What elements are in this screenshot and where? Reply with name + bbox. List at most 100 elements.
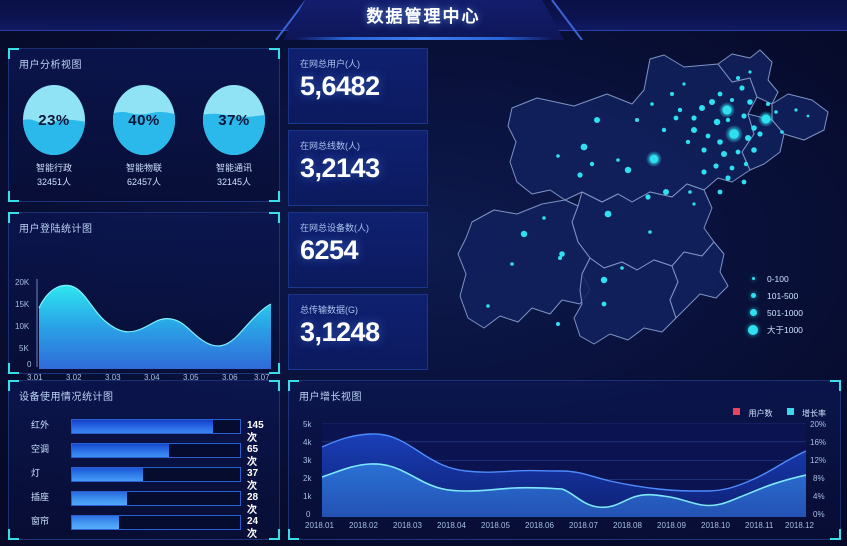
kpi-value: 3,2143 [300,153,380,183]
kpi-card-online-users: 在网总用户(人) 5,6482 [288,48,428,124]
gauge-name: 智能行政 [35,163,72,173]
gauge-value: 32451人 [36,177,72,187]
legend-label: 用户数 [748,409,773,418]
legend-label: 大于1000 [767,324,803,335]
corner-bracket [269,380,280,391]
x-tick-label: 3.01 [27,373,43,382]
y-tick-label-right: 16% [810,438,827,447]
region-map[interactable] [432,42,847,377]
kpi-value: 5,6482 [300,71,380,101]
bar-track [71,467,241,482]
y-tick-label-right: 12% [810,456,827,465]
gauge-fill [113,118,175,155]
gauge-fill [23,127,85,155]
legend-dot-box [745,293,761,298]
wave-icon [113,111,175,119]
map-svg [457,49,829,345]
kpi-value: 3,1248 [300,317,380,347]
corner-bracket [8,529,19,540]
bar-category-label: 窗帘 [31,516,50,526]
legend-item-users[interactable]: 用户数 [733,403,773,421]
kpi-label: 总传输数据(G) [300,305,358,315]
x-tick-label: 3.06 [222,373,238,382]
y-tick-label: 5K [19,344,29,353]
gauge-group: 23% 智能行政 32451人 40% 智能物联 62457人 [9,85,279,188]
y-tick-label: 0 [27,360,32,369]
bar-track [71,491,241,506]
kpi-card-online-lines: 在网总线数(人) 3,2143 [288,130,428,206]
bar-category-label: 插座 [31,492,50,502]
corner-bracket [8,212,19,223]
bar-fill [72,468,143,481]
bar-fill [72,516,120,529]
corner-bracket [8,191,19,202]
corner-bracket [288,380,299,391]
bar-fill [72,420,214,433]
panel-device-usage: 设备使用情况统计图 红外 145次 空调 65次 灯 [8,380,280,540]
bar-track [71,443,241,458]
login-axis-lines [36,279,38,367]
gauge-percent: 23% [38,111,70,129]
header: 数据管理中心 [0,0,847,40]
panel-title-user-growth: 用户增长视图 [299,392,362,403]
bar-value-label: 28次 [247,492,259,516]
bar-value-label: 24次 [247,516,259,540]
legend-swatch-icon [786,408,794,416]
y-tick-label: 20K [15,278,30,287]
legend-swatch-icon [733,408,741,416]
legend-row: 501-1000 [745,304,803,321]
legend-dot-icon [748,324,758,335]
legend-dot-box [745,277,761,280]
page-title: 数据管理中心 [366,7,481,26]
x-tick-label: 2018.09 [657,521,686,530]
legend-label: 501-1000 [767,307,803,318]
kpi-label: 在网总用户(人) [300,59,360,69]
legend-dot-icon [751,277,755,280]
header-center-plate [283,0,564,40]
kpi-label: 在网总线数(人) [300,141,360,151]
legend-dot-box [745,309,761,316]
header-right-diagonal-icon [551,0,583,40]
panel-user-analysis: 用户分析视图 23% 智能行政 32451人 [8,48,280,202]
legend-label: 101-500 [767,290,799,301]
corner-bracket [269,191,280,202]
bar-track [71,515,241,530]
kpi-label: 在网总设备数(人) [300,223,369,233]
corner-bracket [830,529,841,540]
corner-bracket [8,363,19,374]
gauge-name: 智能通讯 [215,163,252,173]
header-left-diagonal-icon [275,0,307,40]
legend-dot-box [745,324,761,335]
kpi-card-total-data: 总传输数据(G) 3,1248 [288,294,428,370]
legend-label: 0-100 [767,273,789,284]
device-bar-chart: 红外 145次 空调 65次 灯 37次 插座 [31,413,281,540]
x-tick-label: 2018.04 [437,521,466,530]
gauge-percent: 40% [128,111,160,129]
corner-bracket [269,212,280,223]
y-tick-label-right: 0% [813,510,825,519]
legend-dot-icon [749,309,757,316]
gauge-percent: 37% [218,111,250,129]
map-legend: 0-100 101-500 501-1000 大于1000 [745,270,803,338]
bar-fill [72,492,128,505]
bar-category-label: 灯 [31,468,41,478]
panel-user-growth: 用户增长视图 用户数 增长率 5k 4k 3k 2k 1k 0 20% 16% … [288,380,841,540]
y-tick-label: 10K [15,322,30,331]
x-tick-label: 2018.12 [785,521,814,530]
x-tick-label: 3.03 [105,373,121,382]
legend-row: 0-100 [745,270,803,287]
y-tick-label-right: 8% [813,474,825,483]
wave-icon [203,114,265,122]
y-tick-label-left: 3k [303,456,312,465]
legend-dot-icon [750,293,756,298]
legend-item-growth-rate[interactable]: 增长率 [786,403,826,421]
legend-row: 101-500 [745,287,803,304]
growth-area-chart: 5k 4k 3k 2k 1k 0 20% 16% 12% 8% 4% 0% [289,417,840,535]
gauge-name: 智能物联 [125,163,162,173]
x-tick-label: 2018.01 [305,521,334,530]
y-tick-label-right: 20% [810,420,827,429]
header-underline [295,37,552,40]
x-tick-label: 2018.03 [393,521,422,530]
x-tick-label: 2018.08 [613,521,642,530]
